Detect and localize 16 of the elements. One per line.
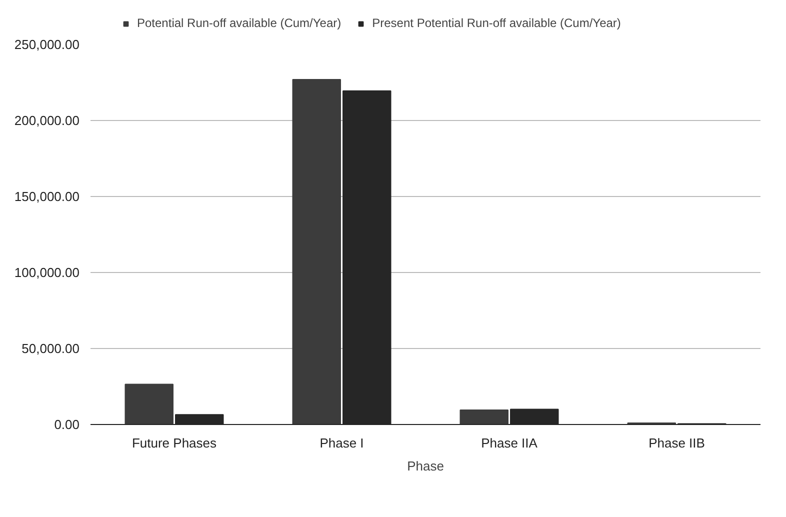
x-axis-title: Phase (407, 458, 444, 474)
y-tick-label: 0.00 (54, 417, 80, 432)
x-tick-label: Phase IIA (481, 436, 538, 450)
bar (460, 410, 508, 424)
x-tick-label: Phase I (320, 436, 364, 450)
y-tick-label: 100,000.00 (14, 265, 80, 280)
y-tick-label: 250,000.00 (14, 37, 80, 52)
bar (124, 384, 174, 424)
y-tick-label: 200,000.00 (14, 113, 80, 128)
legend-label: Present Potential Run-off available (Cum/Year) (372, 16, 621, 30)
legend-label: Potential Run-off available (Cum/Year) (137, 16, 342, 30)
bar (292, 78, 341, 424)
x-tick-label: Future Phases (132, 436, 218, 450)
y-tick-label: 150,000.00 (14, 189, 80, 204)
y-tick-label: 50,000.00 (22, 341, 80, 356)
x-tick-label: Phase IIB (648, 436, 705, 450)
